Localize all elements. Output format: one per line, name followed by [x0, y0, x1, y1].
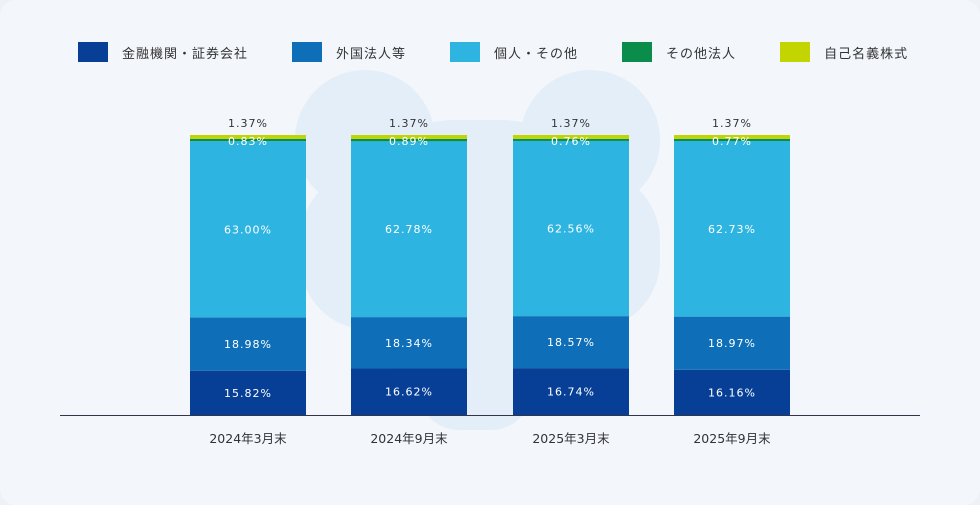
legend-swatch-treasury-stock: [780, 42, 811, 62]
data-label-individuals-4: 62.73%: [708, 223, 756, 236]
bar-segment-other-corp-2: [351, 138, 467, 142]
bar-segment-financial-2: [351, 368, 467, 415]
bar-segment-financial-4: [674, 369, 790, 415]
legend-swatch-other-corporations: [622, 42, 653, 62]
data-label-treasury-3: 1.37%: [551, 117, 591, 130]
bar-segment-individuals-3: [513, 140, 629, 317]
bar-segment-financial-3: [513, 368, 629, 415]
data-label-foreign-3: 18.57%: [547, 336, 595, 349]
data-label-treasury-2: 1.37%: [389, 117, 429, 130]
data-label-treasury-1: 1.37%: [228, 117, 268, 130]
data-label-treasury-4: 1.37%: [712, 117, 752, 130]
legend-swatch-financial-institutions: [78, 42, 108, 62]
legend-label-treasury-stock: 自己名義株式: [824, 46, 909, 62]
x-tick-label-4: 2025年9月末: [693, 431, 771, 446]
bar-segment-foreign-1: [190, 317, 306, 371]
data-label-financial-4: 16.16%: [708, 386, 756, 399]
bar-segment-treasury-2: [351, 135, 467, 139]
legend-label-individuals: 個人・その他: [494, 46, 579, 62]
bar-segment-treasury-4: [674, 135, 790, 139]
data-label-other-corp-1: 0.83%: [228, 135, 268, 148]
data-label-financial-2: 16.62%: [385, 386, 433, 399]
data-label-financial-3: 16.74%: [547, 386, 595, 399]
bar-segment-individuals-2: [351, 141, 467, 318]
bar-segment-foreign-4: [674, 316, 790, 370]
bar-segment-treasury-1: [190, 135, 306, 139]
data-label-individuals-2: 62.78%: [385, 223, 433, 236]
data-label-other-corp-3: 0.76%: [551, 135, 591, 148]
bars-group: 15.82% 18.98% 63.00% 0.83% 1.37% 16.62% 18.34%…: [190, 117, 790, 415]
legend-swatch-foreign-corporations: [292, 42, 323, 62]
bar-segment-other-corp-1: [190, 138, 306, 142]
bar-segment-other-corp-4: [674, 138, 790, 141]
data-label-other-corp-2: 0.89%: [389, 135, 429, 148]
bar-segment-individuals-1: [190, 141, 306, 318]
data-label-individuals-1: 63.00%: [224, 223, 272, 236]
bar-segment-other-corp-3: [513, 138, 629, 141]
legend-item-foreign-corporations: 外国法人等: [292, 42, 406, 62]
legend-label-other-corporations: その他法人: [666, 46, 737, 62]
legend-swatch-individuals: [450, 42, 481, 62]
legend-label-foreign-corporations: 外国法人等: [336, 46, 407, 62]
data-label-foreign-2: 18.34%: [385, 337, 433, 350]
x-tick-labels: 2024年3月末 2024年9月末 2025年3月末 2025年9月末: [209, 431, 771, 446]
bar-segment-treasury-3: [513, 135, 629, 139]
legend: 金融機関・証券会社 外国法人等 個人・その他 その他法人 自己名義株式: [78, 40, 952, 64]
legend-item-treasury-stock: 自己名義株式: [780, 42, 908, 62]
x-tick-label-1: 2024年3月末: [209, 431, 287, 446]
bar-segment-foreign-3: [513, 316, 629, 369]
data-label-individuals-3: 62.56%: [547, 223, 595, 236]
x-tick-label-2: 2024年9月末: [370, 431, 448, 446]
data-label-other-corp-4: 0.77%: [712, 135, 752, 148]
data-label-financial-1: 15.82%: [224, 387, 272, 400]
data-label-foreign-4: 18.97%: [708, 337, 756, 350]
x-tick-label-3: 2025年3月末: [532, 431, 610, 446]
legend-item-other-corporations: その他法人: [622, 42, 736, 62]
legend-item-individuals: 個人・その他: [450, 42, 578, 62]
legend-item-financial-institutions: 金融機関・証券会社: [78, 42, 248, 62]
data-label-foreign-1: 18.98%: [224, 338, 272, 351]
bar-segment-foreign-2: [351, 317, 467, 369]
legend-label-financial-institutions: 金融機関・証券会社: [122, 46, 249, 62]
bar-segment-individuals-4: [674, 140, 790, 317]
bar-segment-financial-1: [190, 370, 306, 415]
